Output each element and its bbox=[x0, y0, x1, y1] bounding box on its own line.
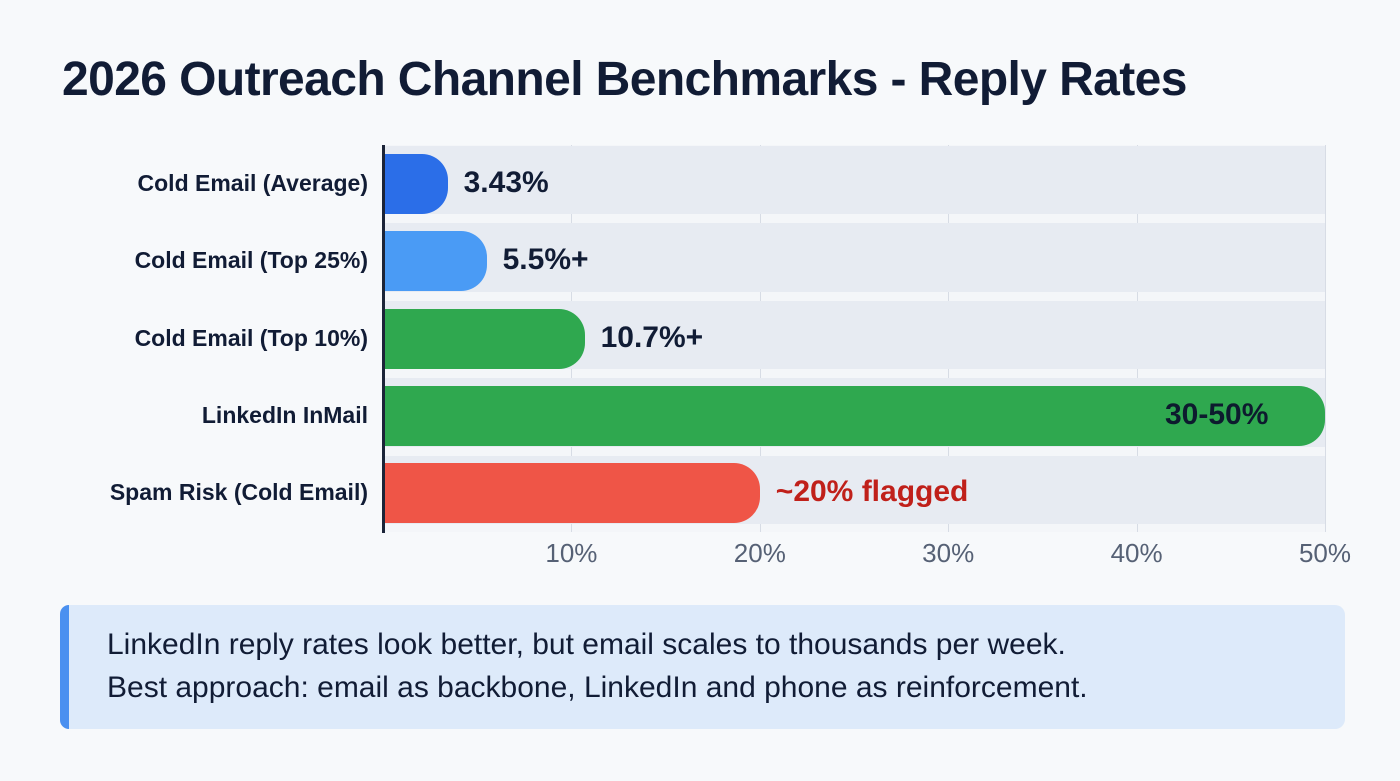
chart-bar[interactable] bbox=[383, 463, 760, 524]
chart-bar[interactable] bbox=[383, 385, 1325, 446]
bar-value-label: 3.43% bbox=[463, 165, 549, 199]
callout-box: LinkedIn reply rates look better, but em… bbox=[60, 605, 1345, 729]
chart-bar[interactable] bbox=[383, 231, 487, 292]
category-label: Cold Email (Average) bbox=[137, 169, 368, 196]
bar-chart: Cold Email (Average) Cold Email (Top 25%)… bbox=[0, 138, 1400, 588]
chart-row-band bbox=[383, 223, 1325, 292]
chart-bar[interactable] bbox=[383, 153, 448, 214]
x-tick-label: 20% bbox=[733, 538, 786, 568]
bar-value-label: 30-50% bbox=[1165, 397, 1269, 431]
callout-line-2: Best approach: email as backbone, Linked… bbox=[107, 671, 1088, 704]
page-title: 2026 Outreach Channel Benchmarks - Reply… bbox=[62, 53, 1187, 106]
plot-area: 3.43% 5.5%+ 10.7%+ 30-50% ~20% flagged bbox=[383, 145, 1326, 532]
x-tick-label: 40% bbox=[1110, 538, 1163, 568]
category-label: Cold Email (Top 25%) bbox=[134, 247, 368, 274]
x-tick-label: 30% bbox=[922, 538, 975, 568]
category-axis-labels: Cold Email (Average) Cold Email (Top 25%)… bbox=[0, 145, 368, 532]
callout-accent-bar bbox=[60, 605, 69, 729]
bar-value-label: 10.7%+ bbox=[600, 320, 704, 354]
x-axis-tick-labels: 10% 20% 30% 40% 50% bbox=[383, 538, 1351, 578]
y-axis-line bbox=[382, 145, 385, 533]
category-label: Cold Email (Top 10%) bbox=[134, 324, 368, 351]
bar-value-label: ~20% flagged bbox=[775, 475, 969, 509]
chart-row-band bbox=[383, 146, 1325, 215]
gridline bbox=[1325, 145, 1326, 532]
x-tick-label: 50% bbox=[1298, 538, 1352, 568]
callout-line-1: LinkedIn reply rates look better, but em… bbox=[107, 628, 1066, 662]
bar-value-label: 5.5%+ bbox=[502, 243, 589, 277]
category-label: Spam Risk (Cold Email) bbox=[109, 479, 368, 506]
x-tick-label: 10% bbox=[545, 538, 598, 568]
category-label: LinkedIn InMail bbox=[201, 401, 368, 428]
callout-text: LinkedIn reply rates look better, but em… bbox=[69, 624, 1108, 709]
chart-bar[interactable] bbox=[383, 308, 585, 369]
